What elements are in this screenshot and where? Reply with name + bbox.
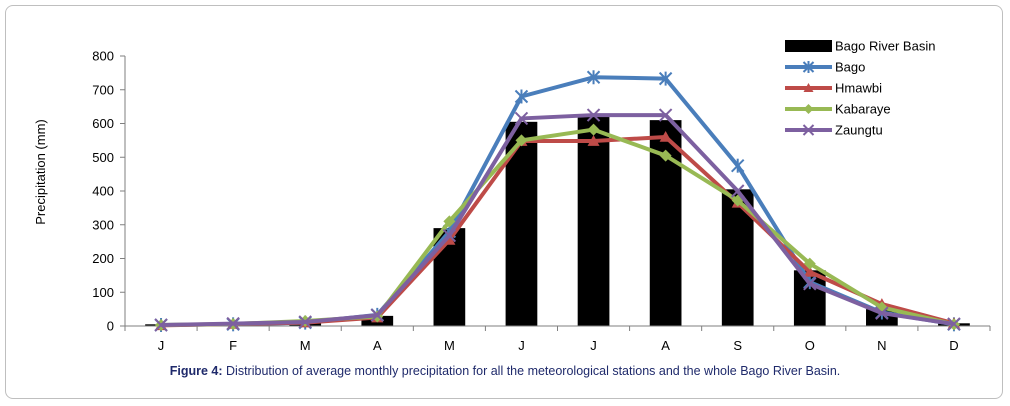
- legend-item-bago-river-basin: Bago River Basin: [785, 39, 935, 54]
- point-hmawbi: [443, 233, 456, 245]
- line-zaungtu: [161, 113, 955, 327]
- y-tick-label: 400: [92, 184, 114, 199]
- legend-item-bago: Bago: [785, 60, 865, 75]
- point-hmawbi: [659, 131, 672, 142]
- y-tick-label: 700: [92, 82, 114, 97]
- legend-item-hmawbi: Hmawbi: [785, 81, 882, 96]
- x-tick-label: M: [300, 338, 311, 353]
- point-zaungtu: [875, 306, 889, 320]
- point-zaungtu: [947, 317, 961, 331]
- point-hmawbi: [587, 135, 600, 146]
- caption-label: Figure 4:: [169, 364, 223, 378]
- x-tick-label: A: [661, 338, 670, 353]
- x-tick-label: D: [949, 338, 958, 353]
- caption-text: Distribution of average monthly precipit…: [222, 364, 841, 378]
- point-kabaraye: [443, 215, 456, 228]
- legend-label: Bago River Basin: [835, 39, 935, 54]
- x-tick-label: O: [805, 338, 815, 353]
- y-tick-label: 800: [92, 49, 114, 64]
- x-tick-label: M: [444, 338, 455, 353]
- y-tick-label: 100: [92, 285, 114, 300]
- point-zaungtu: [803, 277, 817, 291]
- y-axis-label: Precipitation (mm): [33, 119, 48, 224]
- point-kabaraye: [659, 149, 672, 162]
- figure-caption: Figure 4: Distribution of average monthl…: [0, 364, 1010, 378]
- x-tick-label: J: [518, 338, 525, 353]
- x-tick-label: S: [733, 338, 742, 353]
- point-zaungtu: [731, 184, 745, 198]
- x-tick-label: A: [373, 338, 382, 353]
- legend-item-kabaraye: Kabaraye: [785, 102, 891, 117]
- legend-label: Hmawbi: [835, 81, 882, 96]
- point-hmawbi: [803, 266, 816, 277]
- point-kabaraye: [515, 134, 528, 147]
- x-tick-label: J: [158, 338, 165, 353]
- series-kabaraye: [155, 123, 960, 331]
- point-bago: [586, 70, 601, 85]
- point-zaungtu: [226, 316, 240, 331]
- point-bago: [514, 89, 529, 104]
- legend-label: Bago: [835, 60, 865, 75]
- point-kabaraye: [587, 123, 600, 136]
- point-kabaraye: [803, 257, 816, 270]
- point-bago: [658, 71, 673, 86]
- figure-frame: [5, 5, 1003, 399]
- series-zaungtu: [154, 108, 961, 332]
- point-zaungtu: [154, 318, 168, 332]
- y-tick-label: 500: [92, 150, 114, 165]
- legend-marker: [803, 83, 814, 92]
- y-tick-label: 0: [107, 319, 114, 334]
- point-zaungtu: [442, 228, 457, 243]
- point-zaungtu: [586, 108, 601, 122]
- y-tick-label: 300: [92, 217, 114, 232]
- x-tick-label: J: [590, 338, 597, 353]
- x-tick-label: N: [877, 338, 886, 353]
- bar-7: [577, 116, 610, 326]
- legend-item-zaungtu: Zaungtu: [785, 123, 883, 138]
- point-zaungtu: [370, 308, 384, 322]
- y-tick-label: 200: [92, 251, 114, 266]
- line-hmawbi: [161, 135, 955, 328]
- legend-label: Zaungtu: [835, 123, 883, 138]
- y-tick-label: 600: [92, 116, 114, 131]
- point-zaungtu: [658, 108, 673, 122]
- legend-swatch: [785, 40, 832, 52]
- legend-marker: [803, 104, 814, 114]
- series-hmawbi: [155, 131, 960, 331]
- point-zaungtu: [298, 315, 312, 329]
- point-zaungtu: [514, 111, 529, 126]
- point-bago: [731, 158, 745, 173]
- legend-marker: [802, 124, 815, 136]
- x-tick-label: F: [229, 338, 237, 353]
- legend-label: Kabaraye: [835, 102, 891, 117]
- legend-marker: [802, 61, 815, 73]
